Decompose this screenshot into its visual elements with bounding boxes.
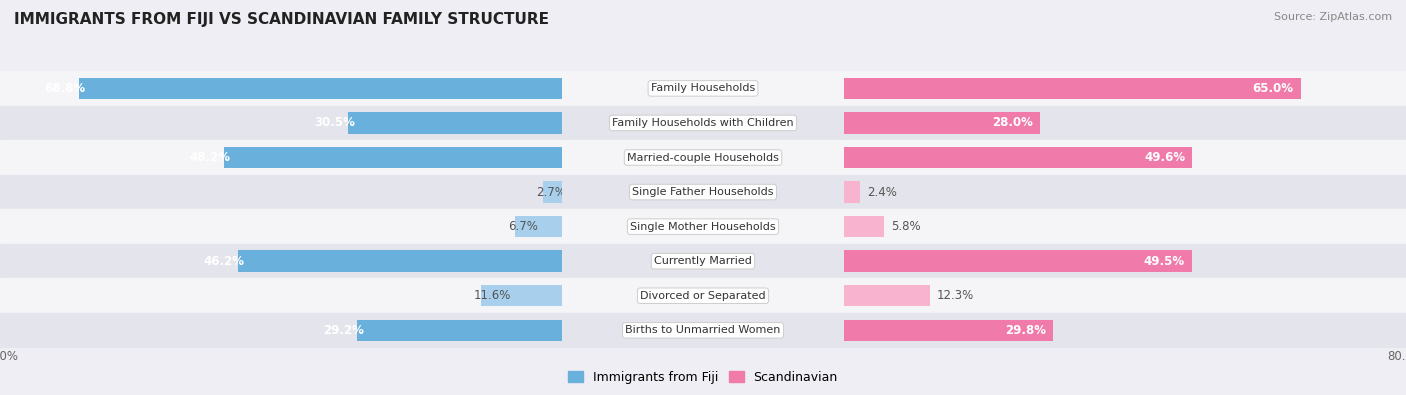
- Bar: [844, 320, 1053, 341]
- Bar: [844, 244, 1406, 278]
- Text: Married-couple Households: Married-couple Households: [627, 152, 779, 162]
- Bar: [0, 313, 562, 348]
- Text: 11.6%: 11.6%: [474, 289, 512, 302]
- Text: 29.2%: 29.2%: [323, 324, 364, 337]
- Text: 2.7%: 2.7%: [537, 186, 567, 199]
- Bar: [844, 140, 1406, 175]
- Text: 46.2%: 46.2%: [204, 255, 245, 268]
- Bar: [844, 216, 884, 237]
- Bar: [562, 140, 844, 175]
- Bar: [562, 106, 844, 140]
- Text: 49.5%: 49.5%: [1143, 255, 1185, 268]
- Text: 28.0%: 28.0%: [993, 117, 1033, 130]
- Bar: [0, 209, 562, 244]
- Bar: [562, 209, 844, 244]
- Bar: [238, 250, 562, 272]
- Text: Single Mother Households: Single Mother Households: [630, 222, 776, 231]
- Text: IMMIGRANTS FROM FIJI VS SCANDINAVIAN FAMILY STRUCTURE: IMMIGRANTS FROM FIJI VS SCANDINAVIAN FAM…: [14, 12, 550, 27]
- Bar: [347, 112, 562, 134]
- Bar: [0, 106, 562, 140]
- Bar: [844, 181, 860, 203]
- Bar: [0, 71, 562, 106]
- Text: 65.0%: 65.0%: [1253, 82, 1294, 95]
- Legend: Immigrants from Fiji, Scandinavian: Immigrants from Fiji, Scandinavian: [564, 366, 842, 389]
- Bar: [0, 244, 562, 278]
- Text: 29.8%: 29.8%: [1005, 324, 1046, 337]
- Text: 49.6%: 49.6%: [1144, 151, 1185, 164]
- Bar: [562, 175, 844, 209]
- Bar: [844, 250, 1192, 272]
- Bar: [0, 140, 562, 175]
- Bar: [844, 313, 1406, 348]
- Text: Family Households with Children: Family Households with Children: [612, 118, 794, 128]
- Bar: [79, 78, 562, 99]
- Text: Births to Unmarried Women: Births to Unmarried Women: [626, 325, 780, 335]
- Bar: [515, 216, 562, 237]
- Text: 68.8%: 68.8%: [45, 82, 86, 95]
- Text: Single Father Households: Single Father Households: [633, 187, 773, 197]
- Bar: [844, 209, 1406, 244]
- Bar: [0, 278, 562, 313]
- Bar: [357, 320, 562, 341]
- Bar: [562, 278, 844, 313]
- Bar: [844, 106, 1406, 140]
- Bar: [562, 71, 844, 106]
- Text: Source: ZipAtlas.com: Source: ZipAtlas.com: [1274, 12, 1392, 22]
- Bar: [844, 71, 1406, 106]
- Bar: [481, 285, 562, 307]
- Bar: [844, 175, 1406, 209]
- Text: Divorced or Separated: Divorced or Separated: [640, 291, 766, 301]
- Bar: [0, 175, 562, 209]
- Bar: [844, 112, 1040, 134]
- Bar: [224, 147, 562, 168]
- Text: 6.7%: 6.7%: [509, 220, 538, 233]
- Text: 12.3%: 12.3%: [938, 289, 974, 302]
- Bar: [844, 147, 1192, 168]
- Text: 30.5%: 30.5%: [314, 117, 354, 130]
- Text: 48.2%: 48.2%: [190, 151, 231, 164]
- Bar: [543, 181, 562, 203]
- Text: 5.8%: 5.8%: [891, 220, 921, 233]
- Text: Currently Married: Currently Married: [654, 256, 752, 266]
- Bar: [844, 285, 931, 307]
- Bar: [562, 313, 844, 348]
- Bar: [562, 244, 844, 278]
- Bar: [844, 278, 1406, 313]
- Text: Family Households: Family Households: [651, 83, 755, 93]
- Text: 2.4%: 2.4%: [868, 186, 897, 199]
- Bar: [844, 78, 1301, 99]
